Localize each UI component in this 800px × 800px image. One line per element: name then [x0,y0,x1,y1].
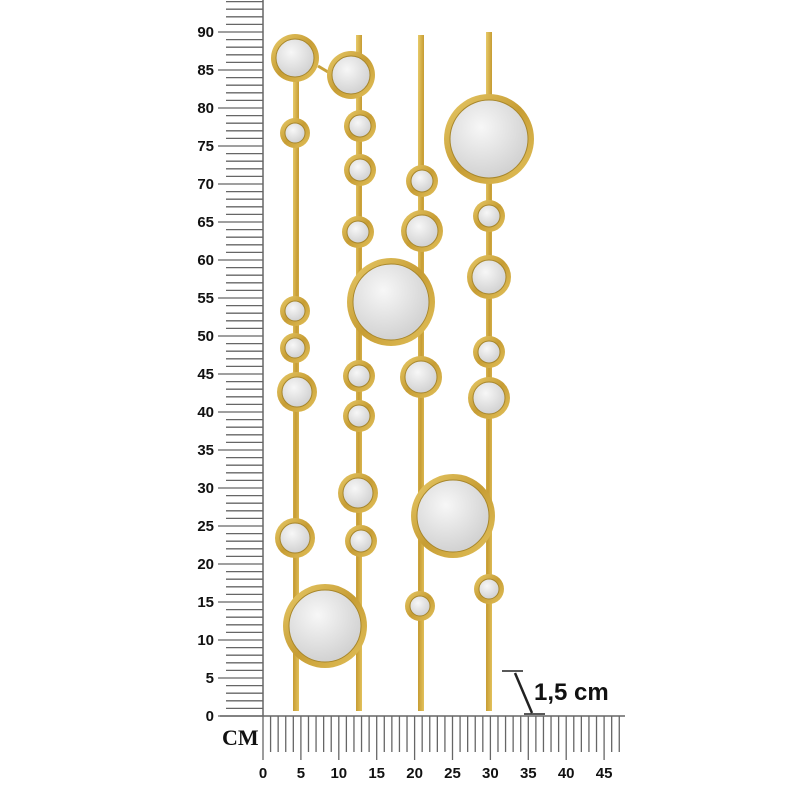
vertical-tick-label: 80 [197,100,214,117]
mirror-wall-decor [271,32,534,711]
horizontal-tick-label: 15 [368,765,385,782]
unit-label: CM [222,725,259,750]
horizontal-tick-label: 20 [406,765,423,782]
vertical-tick-label: 45 [197,366,214,383]
horizontal-ruler: 0 5 10 15 20 25 30 35 40 45 [220,715,625,782]
round-mirror [348,158,372,182]
gold-rod [486,32,492,711]
horizontal-tick-label: 25 [444,765,461,782]
vertical-tick-label: 15 [197,594,214,611]
rod-connector [317,64,329,74]
horizontal-tick-label: 0 [259,765,267,782]
vertical-tick-label: 40 [197,404,214,421]
thickness-label: 1,5 cm [534,679,609,706]
round-mirror [472,381,506,415]
round-mirror [478,578,500,600]
vertical-tick-label: 0 [206,708,214,725]
round-mirror [346,220,370,244]
vertical-tick-label: 5 [206,670,214,687]
vertical-tick-label: 75 [197,138,214,155]
vertical-tick-label: 20 [197,556,214,573]
round-mirror [284,300,306,322]
round-mirror [347,364,371,388]
round-mirror [471,259,507,295]
vertical-tick-label: 10 [197,632,214,649]
horizontal-tick-label: 5 [297,765,305,782]
round-mirror [284,122,306,144]
vertical-tick-label: 30 [197,480,214,497]
horizontal-tick-label: 40 [558,765,575,782]
horizontal-tick-label: 10 [330,765,347,782]
round-mirror [416,479,490,553]
round-mirror [347,404,371,428]
round-mirror [352,263,430,341]
vertical-tick-label: 25 [197,518,214,535]
round-mirror [477,340,501,364]
round-mirror [449,99,529,179]
vertical-tick-label: 55 [197,290,214,307]
round-mirror [404,360,438,394]
round-mirror [284,337,306,359]
thickness-annotation: 1,5 cm [502,670,609,715]
horizontal-tick-label: 35 [520,765,537,782]
round-mirror [281,376,313,408]
vertical-tick-label: 85 [197,62,214,79]
vertical-ruler: 0 5 10 15 20 25 30 35 40 45 50 55 60 65 70 75 80 85 90 [197,0,264,725]
vertical-tick-label: 60 [197,252,214,269]
round-mirror [349,529,373,553]
round-mirror [410,169,434,193]
vertical-tick-label: 50 [197,328,214,345]
vertical-tick-label: 70 [197,176,214,193]
horizontal-tick-label: 30 [482,765,499,782]
round-mirror [405,214,439,248]
vertical-tick-label: 35 [197,442,214,459]
round-mirror [477,204,501,228]
round-mirror [409,595,431,617]
round-mirror [288,589,362,663]
round-mirror [331,55,371,95]
round-mirror [275,38,315,78]
vertical-tick-label: 65 [197,214,214,231]
round-mirror [342,477,374,509]
round-mirror [279,522,311,554]
horizontal-tick-label: 45 [596,765,613,782]
vertical-tick-label: 90 [197,24,214,41]
round-mirror [348,114,372,138]
